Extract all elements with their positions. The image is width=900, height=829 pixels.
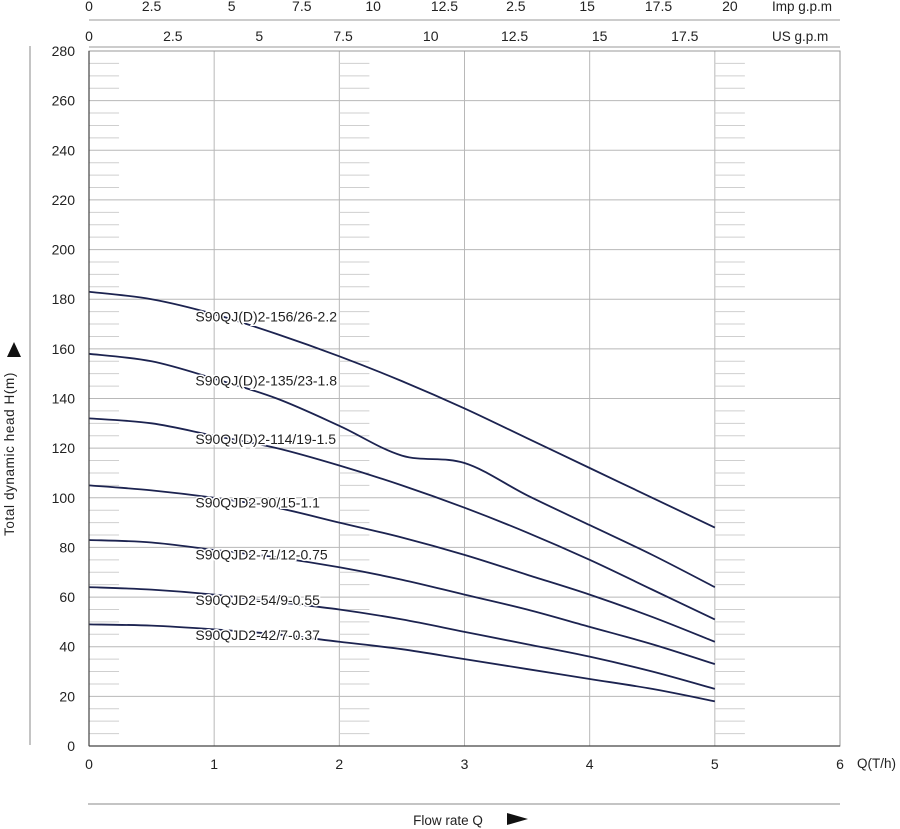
flow-rate-label: Flow rate Q bbox=[413, 813, 483, 828]
y-tick-label: 200 bbox=[52, 242, 76, 258]
pump-curve bbox=[88, 352, 716, 588]
y-tick-label: 20 bbox=[59, 688, 75, 704]
imp-tick-label: 2.5 bbox=[142, 0, 162, 14]
imp-tick-label: 17.5 bbox=[645, 0, 672, 14]
pump-curve bbox=[88, 539, 716, 665]
pump-curve bbox=[88, 417, 716, 621]
us-tick-label: 2.5 bbox=[163, 28, 183, 44]
pump-curve bbox=[88, 290, 716, 529]
us-tick-label: 5 bbox=[255, 28, 263, 44]
us-tick-label: 12.5 bbox=[501, 28, 528, 44]
y-tick-label: 280 bbox=[52, 43, 76, 59]
y-tick-label: 260 bbox=[52, 93, 76, 109]
x-tick-label: 3 bbox=[461, 756, 469, 772]
y-tick-label: 160 bbox=[52, 341, 76, 357]
y-axis-arrow-icon bbox=[7, 342, 21, 357]
y-axis-label: Total dynamic head H(m) bbox=[2, 372, 17, 536]
curves bbox=[88, 290, 716, 703]
imp-tick-label: 10 bbox=[365, 0, 381, 14]
x-tick-label: 0 bbox=[85, 756, 93, 772]
x-tick-label: 6 bbox=[836, 756, 844, 772]
x-axis-label: Q(T/h) bbox=[857, 756, 896, 771]
imp-tick-label: 12.5 bbox=[431, 0, 458, 14]
y-tick-label: 60 bbox=[59, 589, 75, 605]
curve-label: S90QJ(D)2-135/23-1.8 bbox=[195, 372, 337, 388]
axes bbox=[88, 19, 841, 747]
y-tick-label: 80 bbox=[59, 539, 75, 555]
us-tick-label: 10 bbox=[423, 28, 439, 44]
imp-tick-label: 0 bbox=[85, 0, 93, 14]
imp-tick-label: 15 bbox=[579, 0, 595, 14]
y-tick-label: 100 bbox=[52, 490, 76, 506]
pump-curve bbox=[88, 484, 716, 643]
curve-label: S90QJ(D)2-114/19-1.5 bbox=[195, 431, 336, 447]
curve-labels: S90QJ(D)2-156/26-2.2 S90QJ(D)2-135/23-1.8… bbox=[194, 307, 339, 645]
x-tick-label: 4 bbox=[586, 756, 594, 772]
y-tick-label: 140 bbox=[52, 391, 76, 407]
us-tick-label: 7.5 bbox=[333, 28, 353, 44]
tick-labels: 0204060801001201401601802002202402602800… bbox=[52, 0, 844, 772]
x-axis-arrow-icon bbox=[507, 813, 528, 825]
x-tick-label: 5 bbox=[711, 756, 719, 772]
us-tick-label: 0 bbox=[85, 28, 93, 44]
imp-tick-label: 5 bbox=[228, 0, 236, 14]
y-tick-label: 40 bbox=[59, 639, 75, 655]
curve-label: S90QJD2-54/9-0.55 bbox=[195, 592, 320, 608]
imp-gpm-label: Imp g.p.m bbox=[772, 0, 832, 14]
x-tick-label: 2 bbox=[335, 756, 343, 772]
y-tick-label: 220 bbox=[52, 192, 76, 208]
us-tick-label: 15 bbox=[592, 28, 608, 44]
y-tick-label: 180 bbox=[52, 291, 76, 307]
imp-tick-label: 7.5 bbox=[292, 0, 312, 14]
curve-label: S90QJD2-90/15-1.1 bbox=[195, 495, 320, 511]
y-tick-label: 120 bbox=[52, 440, 76, 456]
imp-tick-label: 20 bbox=[722, 0, 738, 14]
imp-tick-label: 2.5 bbox=[506, 0, 526, 14]
curve-label: S90QJ(D)2-156/26-2.2 bbox=[195, 309, 337, 325]
us-gpm-label: US g.p.m bbox=[772, 29, 828, 44]
y-tick-label: 240 bbox=[52, 142, 76, 158]
curve-label: S90QJD2-42/7-0.37 bbox=[195, 627, 320, 643]
hatch-marks bbox=[89, 62, 745, 735]
pump-curve bbox=[88, 586, 716, 690]
x-tick-label: 1 bbox=[210, 756, 218, 772]
pump-curve bbox=[88, 623, 716, 703]
y-tick-label: 0 bbox=[67, 738, 75, 754]
us-tick-label: 17.5 bbox=[671, 28, 698, 44]
curve-label: S90QJD2-71/12-0.75 bbox=[195, 547, 328, 563]
